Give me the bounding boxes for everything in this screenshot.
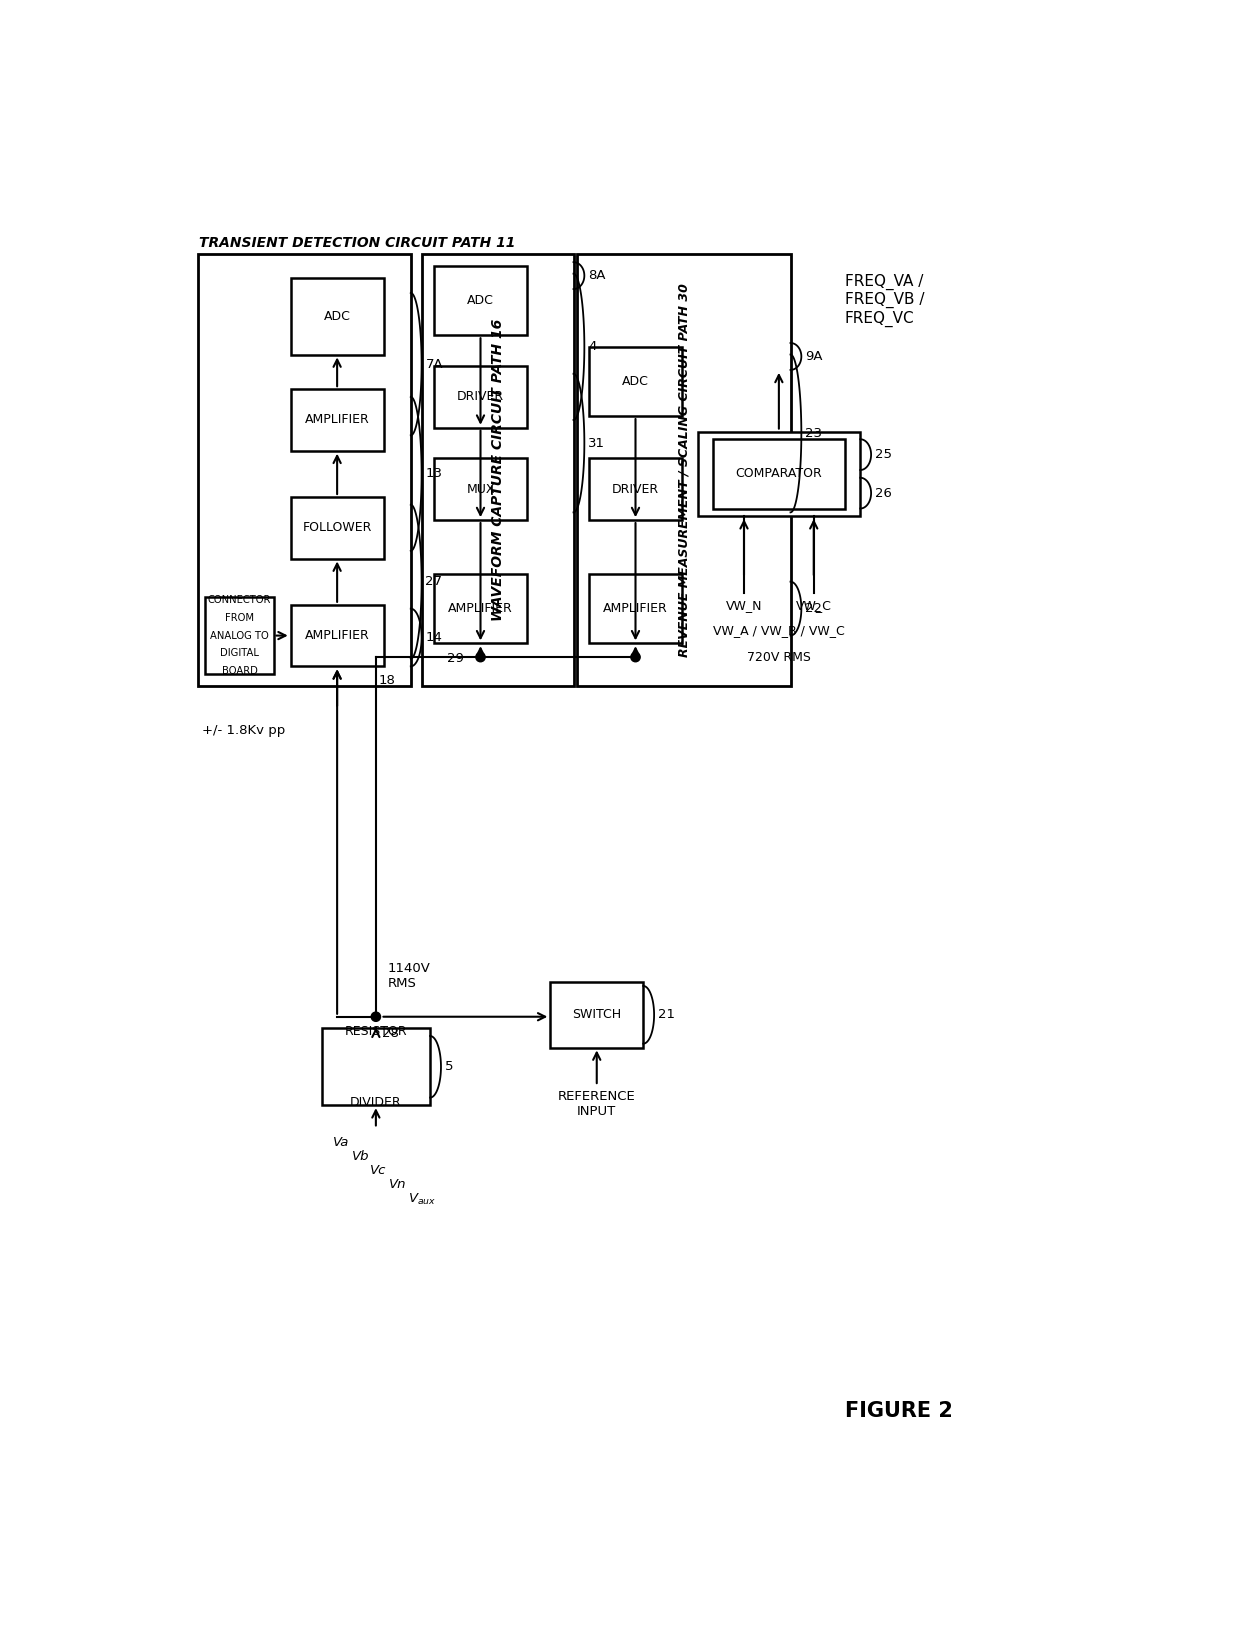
- Text: ANALOG TO: ANALOG TO: [210, 631, 269, 641]
- Text: FIGURE 2: FIGURE 2: [846, 1401, 952, 1421]
- Text: ADC: ADC: [622, 375, 649, 388]
- Text: 22: 22: [805, 602, 822, 615]
- Text: 23: 23: [805, 426, 822, 439]
- Text: VW_C: VW_C: [796, 600, 832, 613]
- Text: 9A: 9A: [805, 351, 822, 362]
- Text: 28: 28: [382, 1028, 399, 1041]
- Bar: [290, 277, 383, 354]
- Bar: [290, 388, 383, 451]
- Text: RESISTOR: RESISTOR: [345, 1024, 407, 1037]
- Bar: [206, 597, 274, 674]
- Text: VW_A / VW_B / VW_C: VW_A / VW_B / VW_C: [713, 624, 844, 638]
- Text: 18: 18: [378, 674, 396, 687]
- Bar: [434, 365, 527, 428]
- Bar: [290, 497, 383, 559]
- Text: TRANSIENT DETECTION CIRCUIT PATH 11: TRANSIENT DETECTION CIRCUIT PATH 11: [200, 236, 516, 249]
- Text: 8A: 8A: [588, 269, 605, 282]
- Bar: [197, 254, 410, 685]
- Text: AMPLIFIER: AMPLIFIER: [448, 602, 513, 615]
- Bar: [578, 254, 791, 685]
- Text: REFERENCE
INPUT: REFERENCE INPUT: [558, 1090, 636, 1118]
- Bar: [434, 459, 527, 520]
- Bar: [290, 605, 383, 667]
- Bar: [321, 1028, 430, 1105]
- Text: FREQ_VA /
FREQ_VB /
FREQ_VC: FREQ_VA / FREQ_VB / FREQ_VC: [844, 274, 924, 328]
- Bar: [713, 439, 844, 508]
- Text: 5: 5: [445, 1060, 454, 1074]
- Bar: [423, 254, 573, 685]
- Text: +/- 1.8Kv pp: +/- 1.8Kv pp: [201, 724, 285, 738]
- Bar: [589, 574, 682, 642]
- Text: WAVEFORM CAPTURE CIRCUIT PATH 16: WAVEFORM CAPTURE CIRCUIT PATH 16: [491, 320, 505, 621]
- Circle shape: [631, 652, 640, 662]
- Bar: [434, 266, 527, 336]
- Bar: [697, 431, 861, 516]
- Text: ADC: ADC: [324, 310, 351, 323]
- Text: Va: Va: [334, 1136, 350, 1149]
- Text: 31: 31: [588, 436, 605, 449]
- Text: 25: 25: [875, 447, 892, 461]
- Text: DRIVER: DRIVER: [611, 484, 660, 495]
- Text: COMPARATOR: COMPARATOR: [735, 467, 822, 480]
- Text: AMPLIFIER: AMPLIFIER: [305, 629, 370, 642]
- Text: 26: 26: [875, 487, 892, 500]
- Text: ADC: ADC: [467, 293, 494, 306]
- Text: DIGITAL: DIGITAL: [219, 649, 259, 659]
- Text: 21: 21: [658, 1008, 675, 1021]
- Text: FROM: FROM: [224, 613, 254, 623]
- Text: BOARD: BOARD: [222, 665, 258, 675]
- Text: Vc: Vc: [371, 1164, 387, 1177]
- Bar: [589, 459, 682, 520]
- Text: 1140V
RMS: 1140V RMS: [387, 962, 430, 990]
- Text: VW_N: VW_N: [725, 600, 763, 613]
- Text: DIVIDER: DIVIDER: [350, 1096, 402, 1108]
- Text: CONNECTOR: CONNECTOR: [208, 595, 272, 605]
- Text: 14: 14: [425, 631, 443, 644]
- Text: AMPLIFIER: AMPLIFIER: [305, 413, 370, 426]
- Text: AMPLIFIER: AMPLIFIER: [603, 602, 668, 615]
- Text: SWITCH: SWITCH: [572, 1008, 621, 1021]
- Text: Vn: Vn: [389, 1178, 407, 1190]
- Text: 7A: 7A: [425, 357, 443, 370]
- Text: 13: 13: [425, 467, 443, 480]
- Bar: [434, 574, 527, 642]
- Text: DRIVER: DRIVER: [456, 390, 505, 403]
- Text: REVENUE MEASUREMENT / SCALING CIRCUIT PATH 30: REVENUE MEASUREMENT / SCALING CIRCUIT PA…: [677, 284, 689, 657]
- Circle shape: [371, 1013, 381, 1021]
- Text: MUX: MUX: [466, 484, 495, 495]
- Text: 4: 4: [588, 341, 596, 354]
- Text: FOLLOWER: FOLLOWER: [303, 521, 372, 534]
- Text: 720V RMS: 720V RMS: [746, 651, 811, 664]
- Bar: [589, 347, 682, 416]
- Bar: [551, 982, 644, 1047]
- Text: 27: 27: [425, 575, 443, 588]
- Text: Vb: Vb: [352, 1151, 370, 1164]
- Circle shape: [476, 652, 485, 662]
- Text: 29: 29: [446, 652, 464, 665]
- Text: $V_{aux}$: $V_{aux}$: [408, 1192, 435, 1206]
